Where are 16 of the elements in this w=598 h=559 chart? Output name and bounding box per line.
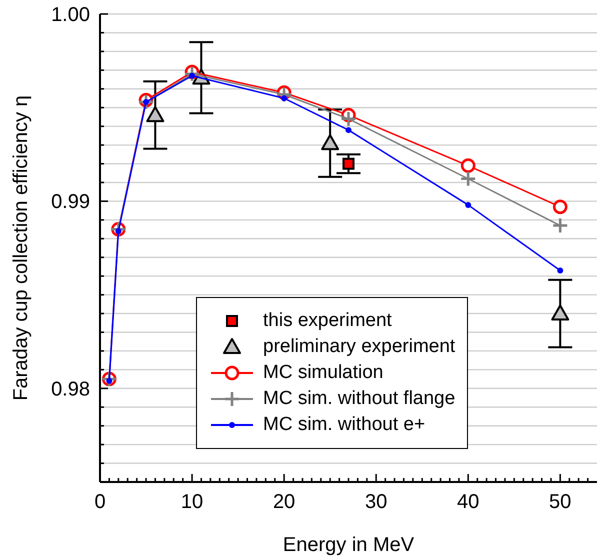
x-tick-label: 10 — [180, 491, 204, 513]
x-tick-label: 40 — [457, 491, 480, 513]
x-tick-label: 20 — [272, 491, 296, 513]
y-tick-label: 0.99 — [51, 191, 90, 214]
x-tick-label: 0 — [94, 491, 106, 513]
legend-label: MC sim. without e+ — [263, 414, 426, 436]
y-axis-title: Faraday cup collection efficiency η — [10, 95, 32, 401]
x-axis-title: Energy in MeV — [282, 534, 415, 556]
legend-label: preliminary experiment — [263, 336, 456, 358]
y-tick-label: 1.00 — [51, 4, 90, 26]
legend-label: MC simulation — [263, 362, 384, 384]
x-tick-label: 30 — [364, 491, 388, 513]
x-tick-label: 50 — [549, 491, 572, 513]
y-tick-label: 0.98 — [51, 378, 90, 400]
legend-label: MC sim. without flange — [263, 388, 456, 410]
legend-label: this experiment — [263, 310, 392, 332]
